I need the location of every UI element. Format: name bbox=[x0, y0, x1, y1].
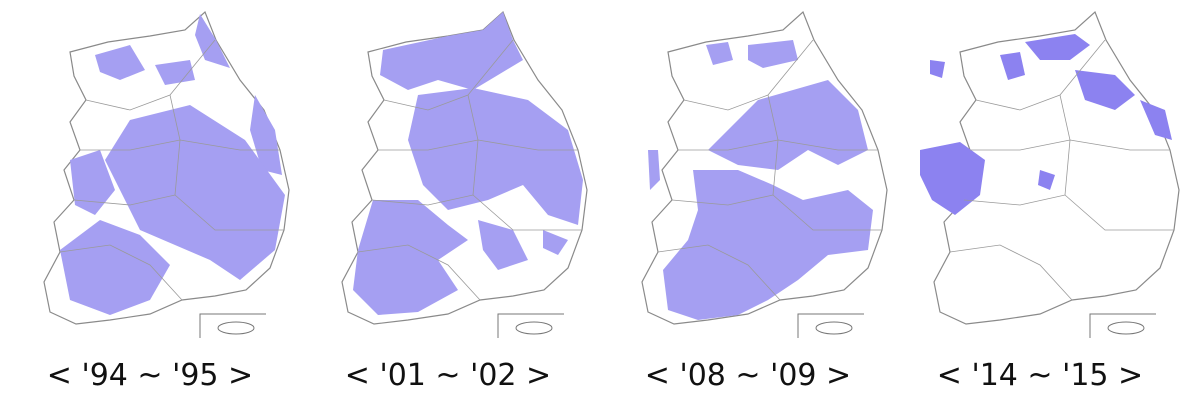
period-label: < '14 ~ '15 > bbox=[937, 358, 1143, 393]
map-panel: < '08 ~ '09 > bbox=[642, 12, 887, 393]
map-panel: < '94 ~ '95 > bbox=[44, 12, 289, 393]
period-label: < '01 ~ '02 > bbox=[345, 358, 551, 393]
drought-maps: < '94 ~ '95 > < '01 ~ '02 > < '08 ~ '09 … bbox=[0, 0, 1185, 404]
map-panel: < '14 ~ '15 > bbox=[920, 12, 1179, 393]
period-label: < '94 ~ '95 > bbox=[47, 358, 253, 393]
period-label: < '08 ~ '09 > bbox=[645, 358, 851, 393]
map-panel: < '01 ~ '02 > bbox=[342, 12, 587, 393]
